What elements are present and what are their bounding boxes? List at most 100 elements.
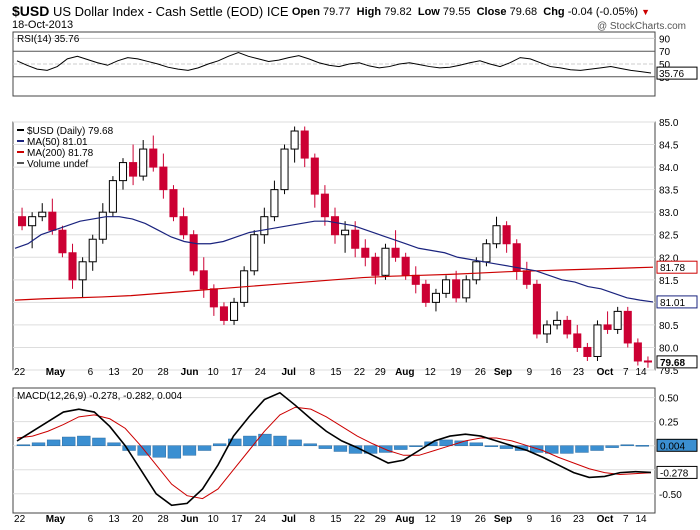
price-value-tag: 79.68 — [660, 358, 685, 369]
candle-body — [643, 360, 652, 363]
candle-body — [230, 301, 239, 321]
candle-body — [250, 234, 259, 272]
candle-body — [553, 319, 562, 326]
change-label: Chg — [543, 6, 565, 18]
exchange: ICE — [266, 4, 289, 19]
macd-histogram-bar — [273, 435, 287, 446]
legend-entry: $USD (Daily) 79.68 — [27, 126, 114, 137]
price-x-tick-label: 29 — [375, 367, 387, 378]
price-x-tick-label: 19 — [450, 367, 462, 378]
legend-entry: MA(200) 81.78 — [27, 148, 94, 159]
price-value-tag: 81.78 — [660, 263, 685, 274]
price-tick-label: 80.5 — [659, 321, 679, 332]
candle-body — [98, 211, 107, 240]
candle-body — [169, 189, 178, 218]
watermark: @ StockCharts.com — [596, 21, 686, 32]
ma50-line — [14, 216, 654, 303]
price-x-tick-label: 15 — [330, 367, 342, 378]
macd-value-tag-box — [656, 438, 698, 452]
macd-histogram-bar — [212, 443, 227, 446]
close-value: 79.68 — [509, 6, 538, 18]
legend-entry: Volume undef — [27, 159, 88, 170]
price-x-tick-label: Jul — [281, 367, 296, 378]
rsi-tick-label: 50 — [659, 60, 671, 71]
price-x-tick-label: 23 — [573, 367, 585, 378]
macd-x-tick-label: 26 — [475, 514, 487, 525]
macd-tick-label: 0.25 — [659, 418, 679, 429]
candle-body — [68, 252, 77, 281]
candle-body — [300, 130, 309, 159]
candle-body — [563, 319, 572, 335]
macd-x-tick-label: 6 — [88, 514, 94, 525]
high-value: 79.82 — [384, 6, 412, 18]
price-x-tick-label: 8 — [310, 367, 316, 378]
price-panel-frame — [12, 121, 656, 371]
candle-body — [270, 189, 279, 218]
candle-body — [613, 310, 622, 330]
price-tick-label: 81.5 — [659, 276, 679, 287]
price-tick-label: 82.0 — [659, 253, 679, 264]
macd-histogram-bar — [107, 442, 121, 446]
macd-histogram-bar — [454, 440, 468, 446]
rsi-value-tag-box — [656, 66, 698, 80]
price-x-tick-label: 6 — [88, 367, 94, 378]
close-label: Close — [476, 6, 507, 18]
price-tick-label: 84.5 — [659, 141, 679, 152]
macd-x-tick-label: 19 — [450, 514, 462, 525]
candle-body — [401, 256, 410, 276]
macd-line — [16, 391, 652, 507]
rsi-tick-label: 90 — [659, 34, 671, 45]
price-x-tick-label: 13 — [108, 367, 120, 378]
macd-histogram-bar — [575, 445, 589, 453]
candle-body — [108, 180, 117, 213]
legend-swatch — [17, 151, 24, 153]
candle-body — [442, 279, 451, 294]
price-x-tick-label: 28 — [158, 367, 170, 378]
candle-body — [623, 310, 632, 344]
macd-histogram-bar — [499, 445, 514, 449]
macd-histogram-bar — [92, 437, 106, 446]
candle-body — [199, 270, 208, 290]
candle-body — [18, 216, 27, 227]
candle-body — [341, 229, 350, 236]
price-x-tick-label: Oct — [597, 367, 614, 378]
price-tick-label: 83.0 — [659, 208, 679, 219]
macd-x-tick-label: Aug — [395, 514, 414, 525]
price-x-tick-label: 9 — [527, 367, 533, 378]
low-label: Low — [417, 6, 440, 18]
price-tick-label: 80.0 — [659, 343, 679, 354]
candle-body — [603, 324, 612, 330]
macd-x-tick-label: May — [46, 514, 66, 525]
price-x-tick-label: Aug — [395, 367, 414, 378]
symbol: $USD — [12, 3, 50, 19]
down-arrow-icon: ▼ — [641, 7, 650, 17]
macd-value-tag: -0.278 — [660, 468, 689, 479]
macd-histogram-bar — [439, 439, 453, 446]
price-x-tick-label: 22 — [354, 367, 366, 378]
candle-body — [492, 225, 501, 245]
candle-body — [421, 283, 430, 303]
rsi-value-tag: 35.76 — [659, 69, 684, 80]
candle-body — [371, 256, 380, 276]
macd-signal-line — [16, 406, 652, 500]
candle-body — [320, 193, 329, 218]
candle-body — [129, 162, 138, 177]
macd-histogram-bar — [635, 445, 649, 447]
candle-body — [58, 229, 67, 254]
macd-x-tick-label: Oct — [597, 514, 614, 525]
candle-body — [583, 346, 592, 357]
legend-swatch — [17, 129, 24, 131]
macd-x-tick-label: 24 — [255, 514, 267, 525]
macd-histogram-bar — [620, 444, 634, 446]
macd-x-tick-label: 16 — [550, 514, 562, 525]
price-value-tag-box — [656, 260, 698, 274]
candle-body — [532, 283, 541, 335]
legend-swatch — [17, 140, 24, 142]
macd-histogram-bar — [394, 445, 408, 450]
macd-histogram-bar — [605, 445, 619, 448]
macd-tick-label: 0.50 — [659, 394, 679, 405]
price-x-tick-label: 10 — [208, 367, 220, 378]
rsi-line — [16, 51, 652, 74]
macd-tick-label: -0.50 — [659, 490, 682, 501]
macd-histogram-bar — [16, 444, 31, 446]
